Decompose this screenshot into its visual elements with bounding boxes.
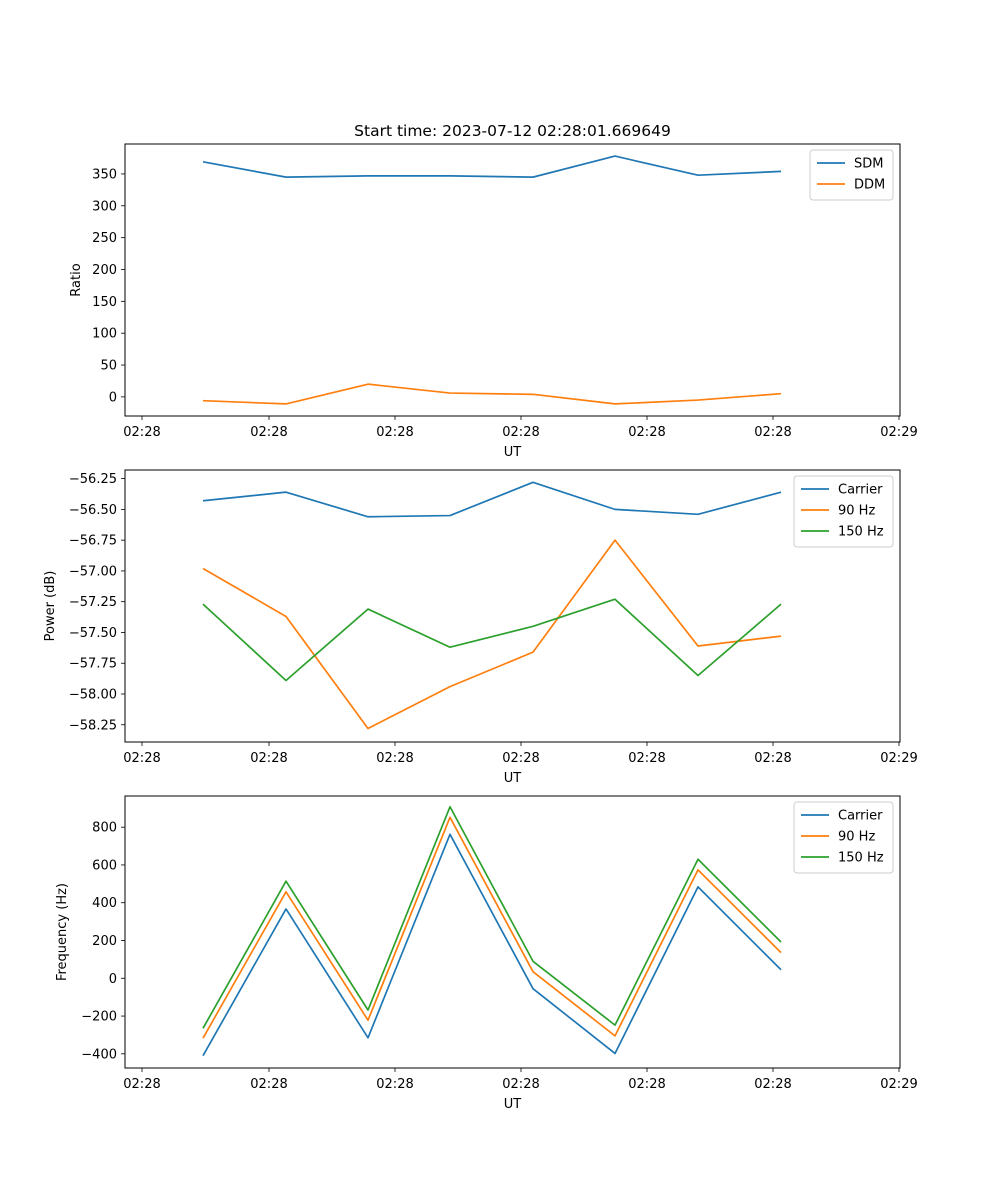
- frequency-y-tick-label: 600: [92, 858, 117, 873]
- power-x-tick-label: 02:28: [628, 751, 665, 766]
- figure-title: Start time: 2023-07-12 02:28:01.669649: [354, 122, 671, 140]
- frequency-x-tick-label: 02:29: [880, 1077, 917, 1092]
- frequency-y-tick-label: 800: [92, 821, 117, 836]
- ratio-series-sdm: [202, 155, 782, 178]
- power-y-tick-label: −58.25: [69, 718, 117, 733]
- ratio-x-tick-label: 02:28: [376, 425, 413, 440]
- power-axes-frame: [124, 469, 901, 743]
- ratio-series-ddm: [202, 383, 782, 405]
- ratio-y-tick-label: 250: [92, 231, 117, 246]
- power-panel: 02:28 02:28 02:28 02:28 02:28 02:28 02:29 UT −58…: [43, 469, 918, 786]
- ratio-y-tick-label: 50: [100, 359, 117, 374]
- frequency-axes-frame: [124, 795, 901, 1069]
- frequency-y-tick-label: −400: [81, 1047, 117, 1062]
- frequency-x-axis-label: UT: [504, 1097, 522, 1112]
- ratio-y-tick-label: 100: [92, 327, 117, 342]
- frequency-legend-label: Carrier: [838, 809, 883, 824]
- frequency-y-axis-label: Frequency (Hz): [55, 883, 70, 981]
- power-legend-label: Carrier: [838, 483, 883, 498]
- ratio-legend-label: SDM: [854, 157, 883, 172]
- frequency-series-90-hz: [202, 816, 782, 1039]
- ratio-x-axis-label: UT: [504, 445, 522, 460]
- frequency-y-tick-label: 400: [92, 896, 117, 911]
- frequency-y-tick-label: −200: [81, 1010, 117, 1025]
- power-series-carrier: [202, 481, 782, 518]
- power-legend-label: 150 Hz: [838, 525, 884, 540]
- power-legend-label: 90 Hz: [838, 504, 875, 519]
- power-y-tick-label: −57.25: [69, 595, 117, 610]
- frequency-legend-label: 90 Hz: [838, 830, 875, 845]
- frequency-legend-label: 150 Hz: [838, 851, 884, 866]
- frequency-x-tick-label: 02:28: [754, 1077, 791, 1092]
- frequency-panel: 02:28 02:28 02:28 02:28 02:28 02:28 02:29 UT −40…: [55, 795, 918, 1112]
- power-y-axis-label: Power (dB): [43, 571, 58, 642]
- power-y-tick-label: −56.75: [69, 534, 117, 549]
- power-y-tick-label: −57.75: [69, 657, 117, 672]
- power-x-tick-label: 02:29: [880, 751, 917, 766]
- power-x-tick-label: 02:28: [123, 751, 160, 766]
- power-x-tick-label: 02:28: [376, 751, 413, 766]
- ratio-panel: 02:28 02:28 02:28 02:28 02:28 02:28 02:29 UT 0 50…: [69, 143, 918, 460]
- power-x-tick-label: 02:28: [502, 751, 539, 766]
- ratio-x-tick-label: 02:28: [123, 425, 160, 440]
- power-x-axis-label: UT: [504, 771, 522, 786]
- ratio-x-tick-label: 02:28: [250, 425, 287, 440]
- ratio-axes-frame: [124, 143, 901, 417]
- frequency-x-tick-label: 02:28: [502, 1077, 539, 1092]
- frequency-x-tick-label: 02:28: [250, 1077, 287, 1092]
- frequency-series-carrier: [202, 833, 782, 1057]
- ratio-x-tick-label: 02:28: [754, 425, 791, 440]
- power-series-90-hz: [202, 539, 782, 730]
- ratio-y-tick-label: 0: [109, 390, 117, 405]
- frequency-y-tick-label: 0: [109, 972, 117, 987]
- power-x-tick-label: 02:28: [754, 751, 791, 766]
- ratio-y-axis-label: Ratio: [69, 263, 84, 296]
- frequency-x-tick-label: 02:28: [123, 1077, 160, 1092]
- power-y-tick-label: −58.00: [69, 688, 117, 703]
- ratio-y-tick-label: 350: [92, 167, 117, 182]
- ratio-x-tick-label: 02:28: [628, 425, 665, 440]
- power-y-tick-label: −56.50: [69, 503, 117, 518]
- ratio-x-tick-label: 02:29: [880, 425, 917, 440]
- frequency-x-tick-label: 02:28: [628, 1077, 665, 1092]
- frequency-legend: [793, 801, 894, 874]
- power-y-tick-label: −57.50: [69, 626, 117, 641]
- power-legend: [793, 475, 894, 548]
- ratio-y-tick-label: 150: [92, 295, 117, 310]
- frequency-x-tick-label: 02:28: [376, 1077, 413, 1092]
- ratio-y-tick-label: 200: [92, 263, 117, 278]
- power-series-150-hz: [202, 598, 782, 682]
- ratio-legend-label: DDM: [854, 178, 885, 193]
- ratio-y-tick-label: 300: [92, 199, 117, 214]
- power-y-tick-label: −57.00: [69, 564, 117, 579]
- ratio-x-tick-label: 02:28: [502, 425, 539, 440]
- frequency-series-150-hz: [202, 805, 782, 1029]
- power-x-tick-label: 02:28: [250, 751, 287, 766]
- power-y-tick-label: −56.25: [69, 472, 117, 487]
- frequency-y-tick-label: 200: [92, 934, 117, 949]
